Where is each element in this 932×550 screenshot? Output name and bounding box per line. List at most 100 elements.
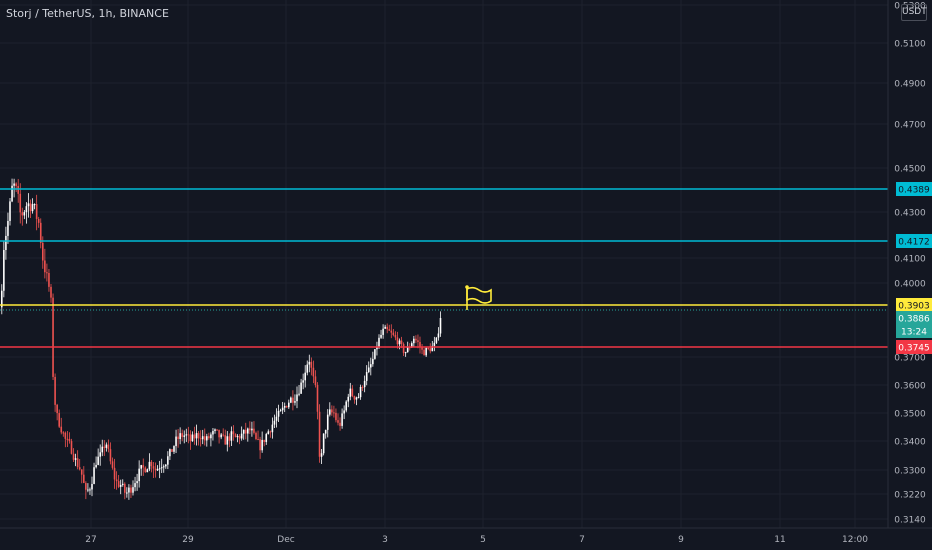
candle-body: [298, 393, 300, 395]
candle-body: [72, 453, 75, 460]
candle-body: [322, 433, 325, 454]
candle-body: [415, 338, 417, 341]
y-tick-label: 0.5100: [894, 40, 926, 50]
candle-body: [181, 433, 183, 437]
line-price-label: 0.4389: [898, 186, 930, 196]
candle-body: [189, 434, 192, 442]
candle-body: [406, 347, 409, 353]
candle-body: [130, 487, 132, 493]
x-tick-label: 3: [382, 535, 388, 545]
currency-button[interactable]: USDT: [901, 4, 927, 21]
candle-body: [111, 461, 114, 468]
candle-body: [89, 489, 91, 491]
flag-icon: [466, 286, 492, 304]
candle-body: [271, 424, 274, 433]
candle-body: [25, 206, 28, 213]
candle-body: [124, 483, 126, 493]
candle-body: [201, 436, 204, 440]
candle-body: [187, 434, 190, 436]
candle-body: [109, 449, 112, 462]
candle-body: [341, 413, 343, 426]
candle-body: [136, 481, 138, 484]
candle-body: [222, 434, 224, 436]
candle-body: [23, 212, 26, 216]
candle-body: [292, 397, 294, 403]
candle-body: [279, 410, 282, 412]
candle-body: [376, 347, 378, 350]
candle-body: [398, 340, 401, 345]
candle-body: [439, 318, 442, 334]
candle-body: [154, 468, 157, 471]
candle-body: [91, 483, 93, 490]
candle-body: [288, 402, 290, 408]
candle-body: [367, 367, 370, 373]
candle-body: [37, 218, 40, 223]
candle-body: [417, 340, 419, 342]
candle-body: [386, 326, 388, 330]
candle-body: [249, 428, 251, 431]
candle-body: [218, 429, 220, 438]
candle-body: [78, 467, 81, 470]
y-tick-label: 0.4500: [894, 165, 926, 175]
candle-body: [273, 420, 276, 425]
candle-body: [185, 434, 188, 436]
y-tick-label: 0.5300: [894, 2, 926, 12]
candle-body: [394, 334, 397, 338]
candle-body: [1, 290, 3, 308]
x-tick-label: 7: [579, 535, 585, 545]
candle-body: [433, 342, 436, 346]
last-price-countdown: 13:24: [901, 328, 927, 338]
candle-body: [257, 439, 259, 441]
candle-body: [324, 429, 327, 434]
candle-body: [355, 397, 358, 400]
candle-body: [404, 352, 407, 354]
candle-body: [117, 481, 120, 487]
candle-body: [70, 441, 73, 454]
candle-body: [27, 203, 30, 207]
candle-body: [126, 492, 128, 494]
candle-body: [238, 436, 241, 439]
candle-body: [13, 183, 15, 186]
candle-body: [31, 204, 34, 212]
candle-body: [263, 439, 265, 442]
price-axis-panel[interactable]: [888, 0, 932, 528]
price-axis: 0.5300 0.5100 0.4900 0.4700 0.4500 0.4300 0.41…: [894, 2, 926, 526]
candle-body: [326, 414, 329, 430]
candle-body: [359, 386, 362, 398]
flag-marker[interactable]: [465, 285, 492, 310]
candle-body: [335, 412, 337, 421]
candle-body: [64, 432, 67, 439]
y-tick-label: 0.4900: [894, 80, 926, 90]
candle-body: [17, 185, 19, 194]
candle-body: [333, 412, 335, 414]
candle-body: [318, 411, 321, 457]
candle-body: [206, 436, 208, 441]
candle-body: [283, 406, 286, 408]
candle-body: [427, 348, 429, 350]
candle-body: [113, 467, 116, 480]
candle-body: [5, 235, 7, 250]
candle-body: [388, 329, 391, 331]
x-tick-label: 12:00: [842, 535, 868, 545]
candle-body: [372, 358, 374, 365]
candle-body: [296, 394, 298, 402]
candle-body: [85, 482, 87, 490]
candle-body: [160, 467, 163, 469]
candle-body: [351, 388, 354, 397]
candle-body: [35, 204, 38, 219]
candle-body: [370, 364, 372, 368]
candle-body: [294, 401, 296, 403]
candle-body: [195, 433, 198, 439]
candle-body: [156, 468, 159, 471]
candle-body: [236, 436, 239, 438]
candle-body: [390, 330, 393, 333]
candle-body: [56, 404, 58, 414]
candle-body: [425, 348, 427, 356]
candle-body: [144, 467, 147, 473]
candle-body: [165, 464, 167, 467]
last-price-label: 0.3886 13:24: [896, 311, 932, 338]
candle-body: [142, 465, 145, 468]
candle-body: [3, 249, 5, 291]
candle-body: [42, 242, 44, 261]
